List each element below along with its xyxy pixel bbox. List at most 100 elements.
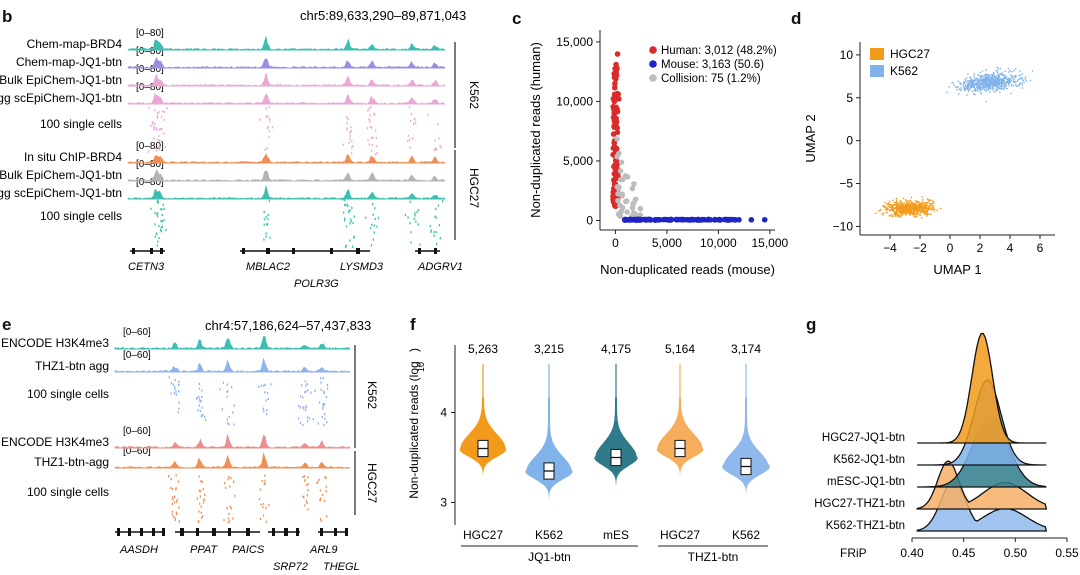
d-point-hgc27	[919, 207, 921, 209]
single-cell-read	[306, 416, 309, 419]
d-point-hgc27	[894, 203, 896, 206]
d-point-hgc27	[908, 204, 910, 206]
single-cell-read	[349, 209, 351, 212]
d-point-k562	[988, 75, 990, 77]
d-point-k562	[972, 86, 974, 88]
d-point-k562	[965, 80, 967, 82]
d-point-hgc27	[907, 209, 909, 211]
d-point-hgc27	[928, 207, 930, 209]
single-cell-read	[156, 213, 158, 216]
single-cell-read	[173, 501, 175, 504]
single-cell-read	[324, 417, 326, 420]
d-point-k562	[997, 80, 999, 83]
d-point-k562	[979, 71, 981, 74]
d-point-k562	[957, 93, 960, 95]
d-point-hgc27	[899, 201, 902, 203]
d-point-k562	[967, 73, 969, 75]
single-cell-read	[262, 503, 265, 506]
d-point-k562	[968, 81, 971, 84]
d-point-k562	[1008, 71, 1010, 73]
d-point-k562	[997, 87, 1000, 89]
d-point-hgc27	[886, 203, 888, 206]
c-legend-marker	[649, 60, 657, 68]
d-point-hgc27	[912, 212, 914, 215]
d-point-hgc27	[900, 216, 902, 218]
single-cell-read	[158, 148, 160, 151]
d-point-hgc27	[893, 207, 895, 210]
single-cell-read	[374, 207, 376, 210]
d-point-hgc27	[907, 205, 909, 207]
d-point-k562	[991, 86, 993, 88]
d-point-hgc27	[908, 208, 911, 210]
c-point-human	[610, 131, 617, 137]
c-point-collision	[617, 209, 624, 216]
d-point-k562	[996, 86, 998, 88]
c-x-tick-label: 15,000	[752, 236, 789, 250]
single-cell-read	[415, 220, 417, 223]
single-cell-read	[433, 230, 435, 234]
panel-c-letter: c	[512, 9, 521, 28]
d-point-k562	[1018, 83, 1021, 85]
d-point-k562	[992, 88, 995, 90]
single-cell-read	[172, 498, 174, 501]
single-cell-read	[168, 376, 171, 379]
d-point-hgc27	[914, 214, 916, 216]
d-point-k562	[972, 81, 974, 84]
d-point-k562	[991, 74, 993, 76]
d-point-k562	[988, 87, 990, 90]
single-cell-read	[157, 240, 159, 243]
single-cell-read	[317, 422, 319, 425]
d-point-k562	[972, 79, 975, 82]
single-cell-read	[201, 406, 203, 409]
single-cell-read	[369, 226, 372, 230]
single-cell-read	[435, 148, 438, 151]
single-cell-read	[198, 404, 200, 407]
d-point-k562	[980, 86, 983, 88]
d-point-k562	[998, 75, 1000, 77]
d-x-tick-label: 6	[1037, 241, 1044, 255]
d-point-k562	[1021, 73, 1023, 75]
single-cell-read	[374, 217, 376, 221]
single-cell-read	[267, 125, 269, 129]
d-point-hgc27	[888, 204, 891, 206]
d-point-hgc27	[924, 204, 926, 207]
single-cell-read	[150, 124, 152, 128]
d-point-k562	[992, 86, 994, 88]
f-category-label: HGC27	[660, 528, 700, 542]
single-cell-read	[174, 518, 176, 522]
single-cell-read	[301, 384, 303, 387]
g-x-tick-label: 0.40	[900, 546, 924, 560]
single-cell-read	[372, 213, 374, 216]
c-legend-marker	[649, 46, 657, 54]
d-point-hgc27	[888, 206, 891, 208]
single-cell-read	[198, 387, 201, 390]
d-point-hgc27	[918, 206, 920, 208]
c-point-mouse	[622, 216, 629, 223]
d-point-hgc27	[921, 217, 923, 219]
d-point-k562	[987, 74, 990, 76]
single-cell-read	[270, 383, 272, 386]
single-cell-read	[163, 132, 165, 135]
d-point-k562	[1007, 67, 1010, 70]
d-point-hgc27	[905, 207, 907, 209]
d-point-hgc27	[928, 202, 931, 204]
d-point-k562	[965, 77, 968, 79]
d-point-k562	[995, 76, 997, 79]
single-cell-read	[265, 107, 267, 110]
d-point-hgc27	[902, 203, 904, 206]
d-point-hgc27	[895, 209, 898, 211]
panel-e-gene-track: AASDH PPAT PAICS SRP72 ARL9 THEGL	[115, 528, 360, 573]
single-cell-read	[414, 212, 416, 215]
d-x-axis-label: UMAP 1	[933, 262, 981, 277]
gene-label-lysmd3: LYSMD3	[340, 261, 384, 273]
f-y-axis-close: )	[407, 348, 421, 352]
single-cell-read	[427, 113, 429, 116]
d-point-k562	[1004, 82, 1007, 84]
single-cell-read	[430, 230, 432, 233]
d-point-k562	[956, 89, 958, 91]
d-point-k562	[991, 76, 994, 78]
single-cell-read	[325, 396, 327, 399]
c-point-collision	[617, 202, 623, 209]
single-cell-read	[407, 216, 409, 219]
d-point-hgc27	[926, 198, 929, 200]
